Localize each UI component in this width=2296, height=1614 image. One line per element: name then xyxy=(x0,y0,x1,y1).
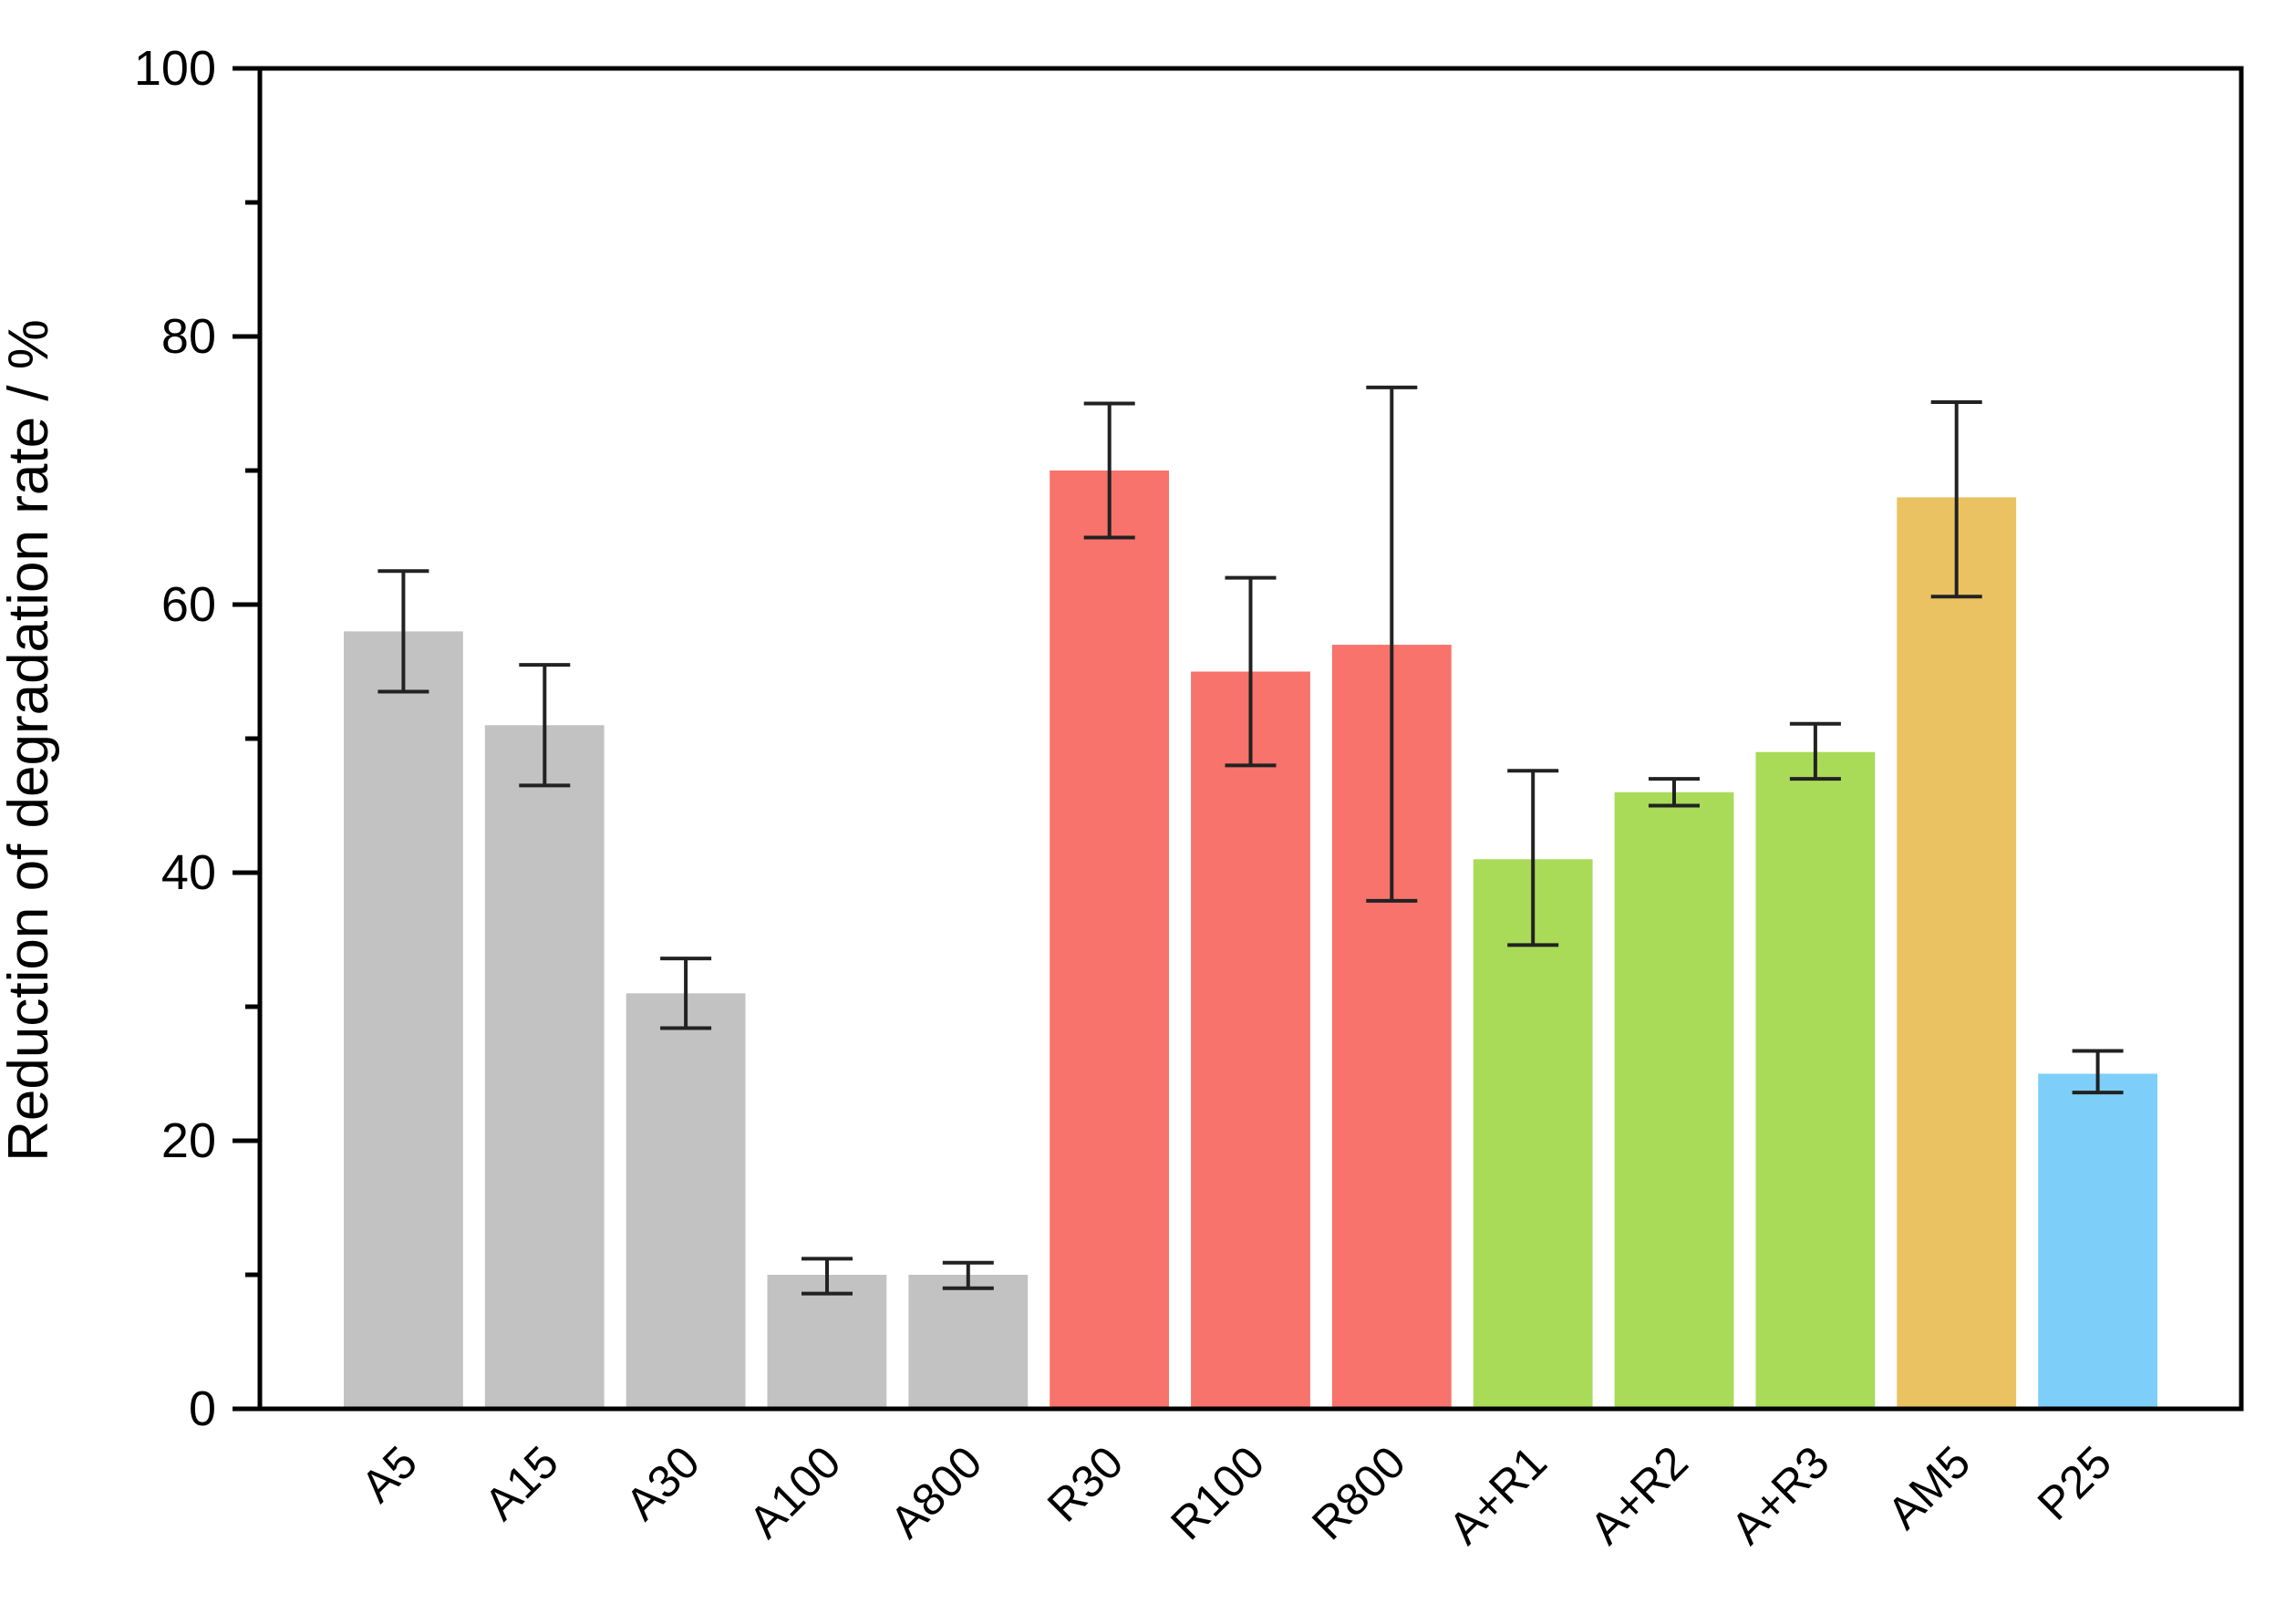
error-bar-A30 xyxy=(660,957,712,1030)
bar-A+R1 xyxy=(1473,859,1593,1409)
error-bar-AM5 xyxy=(1930,400,1982,599)
error-bar-A15 xyxy=(519,663,571,788)
error-bar-R100 xyxy=(1225,575,1277,768)
error-bar-A800 xyxy=(942,1260,994,1290)
x-tick-label-A+R1: A+R1 xyxy=(1439,1436,1557,1554)
bar-A5 xyxy=(344,631,463,1409)
bar-R30 xyxy=(1050,471,1169,1409)
y-tick-label-100: 100 xyxy=(134,41,216,96)
x-tick-label-A+R2: A+R2 xyxy=(1580,1436,1698,1554)
x-tick-label-A+R3: A+R3 xyxy=(1722,1436,1839,1554)
x-tick-label-A100: A100 xyxy=(739,1436,851,1547)
error-bar-A100 xyxy=(802,1257,853,1296)
y-tick-label-80: 80 xyxy=(161,309,216,364)
error-bar-A+R1 xyxy=(1507,769,1559,947)
bar-A15 xyxy=(484,725,605,1409)
bar-AM5 xyxy=(1897,497,2017,1409)
x-tick-label-R800: R800 xyxy=(1302,1436,1415,1549)
x-tick-label-A30: A30 xyxy=(615,1436,709,1530)
x-tick-label-A15: A15 xyxy=(475,1436,569,1530)
error-bar-A+R3 xyxy=(1789,721,1841,781)
y-tick-label-20: 20 xyxy=(161,1113,216,1168)
bar-P25 xyxy=(2038,1073,2157,1409)
bar-A800 xyxy=(908,1275,1029,1409)
x-tick-label-R30: R30 xyxy=(1038,1436,1132,1531)
x-tick-label-A5: A5 xyxy=(351,1436,427,1512)
plot-area: A5 A15 A30 A100 A800 R30 R100 R800 A+R1 A+R2 A+R3 A… xyxy=(134,41,2244,1554)
x-tick-label-R100: R100 xyxy=(1161,1436,1274,1549)
error-bar-A+R2 xyxy=(1649,777,1700,808)
y-tick-label-0: 0 xyxy=(189,1381,216,1436)
x-tick-label-A800: A800 xyxy=(880,1436,991,1547)
x-tick-label-P25: P25 xyxy=(2028,1436,2122,1530)
bar-R100 xyxy=(1191,671,1310,1409)
bar-A30 xyxy=(626,993,746,1409)
error-bar-P25 xyxy=(2072,1049,2124,1095)
bar-A100 xyxy=(767,1275,887,1409)
y-axis-title: Reduction of degradation rate / % xyxy=(0,319,60,1162)
plot-frame xyxy=(257,66,2244,1412)
y-tick-label-40: 40 xyxy=(161,845,216,900)
error-bar-R800 xyxy=(1366,385,1418,903)
bar-A+R2 xyxy=(1614,791,1734,1409)
error-bar-A5 xyxy=(377,569,429,694)
error-bar-R30 xyxy=(1083,401,1135,540)
x-tick-label-AM5: AM5 xyxy=(1877,1436,1980,1538)
y-tick-label-60: 60 xyxy=(161,577,216,632)
bar-A+R3 xyxy=(1755,751,1876,1409)
